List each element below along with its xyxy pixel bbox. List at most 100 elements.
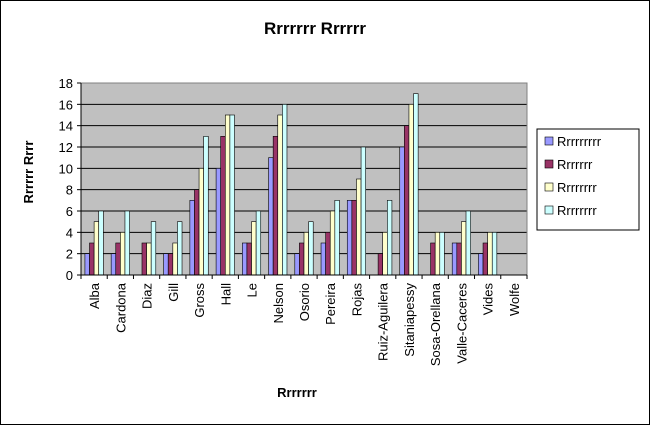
bar	[150, 221, 157, 276]
bar	[224, 114, 231, 276]
bar	[491, 232, 498, 276]
x-tick-label: Pereira	[323, 282, 338, 325]
bar	[282, 104, 288, 276]
plot-area	[80, 82, 528, 276]
bar	[377, 253, 384, 276]
y-tick-label: 10	[59, 161, 73, 176]
bar	[482, 242, 488, 276]
bar	[98, 210, 104, 276]
bar	[308, 221, 314, 276]
bar	[294, 253, 300, 276]
x-tick-label: Ruiz-Aguilera	[376, 282, 391, 361]
x-tick-label: Sosa-Orellana	[428, 282, 443, 366]
y-tick-label: 4	[66, 225, 73, 240]
bar	[329, 210, 336, 276]
bar	[272, 136, 279, 276]
x-tick-label: Gross	[192, 283, 207, 318]
bar	[439, 232, 445, 276]
x-tick-label: Gill	[166, 283, 181, 302]
bar	[172, 242, 178, 276]
bar	[465, 210, 471, 276]
bar	[194, 189, 200, 276]
bar	[167, 253, 174, 276]
bar	[277, 114, 283, 276]
legend-box	[536, 128, 640, 231]
y-tick-label: 16	[59, 97, 73, 112]
bar	[189, 200, 195, 276]
y-tick-label: 6	[66, 204, 73, 219]
bar	[451, 242, 458, 276]
bar	[360, 146, 366, 276]
y-axis-title: Rrrrrr Rrrr	[21, 141, 36, 204]
bar	[456, 242, 462, 276]
bar	[303, 232, 309, 276]
bar	[84, 253, 90, 276]
bar	[220, 136, 226, 276]
legend-label: Rrrrrrrrr	[557, 134, 602, 149]
bar	[163, 253, 169, 276]
y-tick-label: 8	[66, 183, 73, 198]
y-tick-label: 2	[66, 247, 73, 262]
bar	[115, 242, 121, 276]
x-tick-label: Alba	[87, 282, 102, 309]
bar	[246, 242, 252, 276]
legend-swatch	[544, 205, 554, 215]
legend-items: Rrrrrrrrr Rrrrrrr Rrrrrrrr Rrrrrrrr	[544, 134, 602, 218]
bar	[346, 200, 353, 276]
y-tick-label: 12	[59, 140, 73, 155]
x-tick-label: Valle-Caceres	[454, 283, 469, 364]
x-axis-title: Rrrrrrr	[277, 385, 317, 400]
bar	[430, 242, 436, 276]
bar	[110, 253, 117, 276]
x-tick-label: Nelson	[271, 283, 286, 323]
bar	[146, 242, 152, 276]
x-tick-label: Cardona	[113, 282, 128, 333]
bar	[478, 253, 484, 276]
bar	[382, 232, 388, 276]
bar	[198, 168, 204, 276]
bar	[399, 146, 405, 276]
x-tick-label: Diaz	[140, 283, 155, 309]
legend-label: Rrrrrrrr	[557, 180, 597, 195]
bar	[242, 242, 248, 276]
x-tick-label: Osorio	[297, 283, 312, 321]
legend-label: Rrrrrrrr	[557, 203, 597, 218]
bar	[413, 93, 419, 276]
bar	[124, 210, 130, 276]
bar	[93, 221, 100, 276]
bar	[215, 168, 221, 276]
x-tick-label: Hall	[218, 283, 233, 306]
bar	[299, 242, 305, 276]
bar	[334, 200, 340, 276]
bar	[351, 200, 357, 276]
legend-swatch	[544, 159, 554, 169]
chart-title: Rrrrrrr Rrrrrr	[264, 19, 366, 38]
y-tick-label: 14	[59, 119, 73, 134]
y-tick-label: 0	[66, 268, 73, 283]
bar	[320, 242, 326, 276]
bar	[408, 104, 414, 276]
bar	[120, 232, 126, 276]
legend-label: Rrrrrrr	[557, 157, 593, 172]
legend: Rrrrrrrrr Rrrrrrr Rrrrrrrr Rrrrrrrr	[536, 128, 640, 231]
x-tick-label: Le	[245, 283, 260, 297]
bar	[268, 157, 274, 276]
y-axis-ticks: 0 2 4 6 8 10 12 14 16 18	[59, 76, 81, 283]
bar	[434, 232, 441, 276]
x-tick-label: Wolfe	[507, 283, 522, 316]
bar	[487, 232, 493, 276]
bar	[141, 242, 147, 276]
bar	[203, 136, 209, 276]
bar	[356, 178, 362, 276]
x-tick-label: Vides	[481, 283, 496, 316]
bar	[325, 232, 331, 276]
bar	[387, 200, 393, 276]
y-tick-label: 18	[59, 76, 73, 91]
legend-swatch	[544, 182, 554, 192]
legend-swatch	[544, 136, 554, 146]
x-tick-label: Rojas	[349, 283, 364, 317]
bar	[251, 221, 257, 276]
bar	[255, 210, 262, 276]
